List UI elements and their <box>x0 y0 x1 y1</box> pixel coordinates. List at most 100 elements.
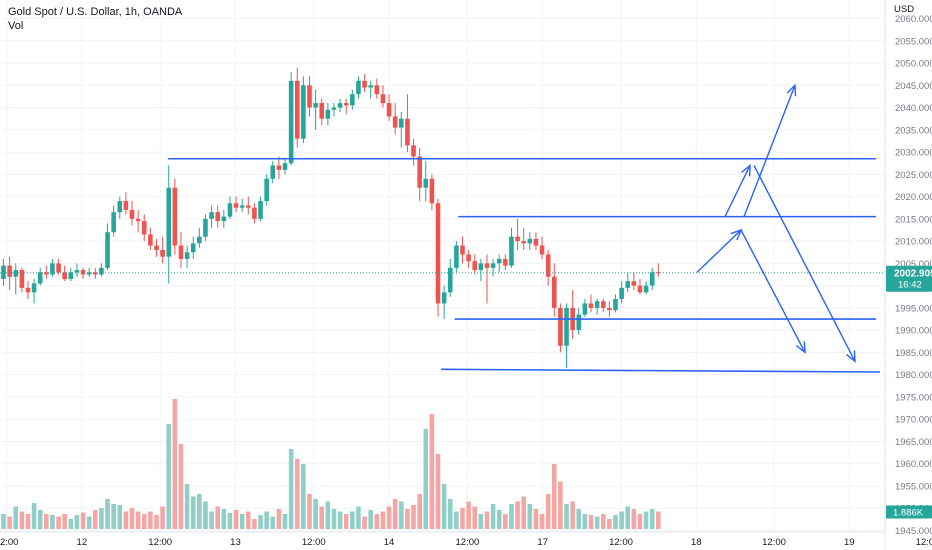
candle-body <box>25 287 31 293</box>
price-tick-label: 2015.000 <box>895 214 932 225</box>
volume-bar <box>166 424 172 529</box>
candle <box>203 214 208 242</box>
candle <box>294 67 300 148</box>
candle <box>411 138 416 166</box>
time-tick-label: 17 <box>537 537 548 548</box>
candle-body <box>515 236 520 242</box>
time-axis[interactable]: 12:00 12 12:00 13 12:00 14 12:00 17 12:00 18 12:00… <box>0 531 932 550</box>
price-tick-label: 1955.000 <box>895 481 932 492</box>
volume-bar <box>582 514 588 529</box>
candle <box>631 272 637 291</box>
candle <box>594 298 600 315</box>
volume-bar <box>460 508 465 529</box>
candle <box>441 285 447 320</box>
candle-body <box>423 178 429 188</box>
candle <box>570 290 575 340</box>
volume-bar <box>209 511 214 529</box>
candle <box>160 236 165 264</box>
volume-bar <box>270 516 276 529</box>
candle-body <box>411 145 416 157</box>
candle-body <box>527 238 533 244</box>
candle <box>478 258 484 282</box>
candle-body <box>399 118 404 128</box>
candle-body <box>184 252 190 259</box>
volume-bar <box>258 515 263 529</box>
candle <box>460 236 465 264</box>
time-tick-label: 14 <box>384 537 395 548</box>
candle-body <box>582 303 588 315</box>
candle-body <box>197 236 202 244</box>
time-tick-label: 12:00 <box>0 537 18 548</box>
volume-bar <box>545 494 551 529</box>
volume-bar <box>576 509 582 529</box>
candle-body <box>429 178 435 204</box>
grid <box>0 0 929 532</box>
candle-body <box>246 205 251 208</box>
candle <box>613 294 618 313</box>
candle-body <box>282 163 288 170</box>
candle <box>356 76 361 99</box>
price-axis[interactable]: USD1945.0001950.0001955.0001960.0001965.… <box>884 0 932 550</box>
candle-body <box>74 270 80 273</box>
price-tick-label: 1960.000 <box>895 459 932 470</box>
candle-body <box>447 267 453 293</box>
candle-body <box>62 272 67 279</box>
candle <box>362 74 367 92</box>
candle-body <box>417 156 422 188</box>
candle <box>166 165 172 284</box>
candle <box>374 78 380 99</box>
volume-bar <box>356 506 361 529</box>
candle <box>99 263 104 277</box>
candle-body <box>141 221 147 235</box>
candle <box>435 198 441 317</box>
volume-bar <box>405 509 410 529</box>
volume-bar <box>386 506 392 529</box>
candle <box>37 267 43 286</box>
candle <box>135 209 141 233</box>
volume-bar <box>227 513 233 529</box>
candle-body <box>392 116 398 128</box>
volume-bar <box>368 510 373 529</box>
candle-body <box>435 203 441 304</box>
drawings[interactable] <box>0 83 885 373</box>
candle-body <box>484 263 490 268</box>
price-tick-label: 2035.000 <box>895 125 932 136</box>
candle <box>656 263 661 277</box>
candle <box>337 98 343 112</box>
arrow-head <box>786 83 797 97</box>
candle-body <box>350 94 355 106</box>
volume-bar <box>380 511 386 529</box>
candle-body <box>270 165 276 179</box>
candle <box>270 160 276 184</box>
candle <box>521 227 526 251</box>
time-tick-label: 12:00 <box>762 537 786 548</box>
volume-bar <box>264 511 269 529</box>
candle <box>533 232 539 251</box>
time-tick-label: 13 <box>230 537 241 548</box>
candle-body <box>374 85 380 95</box>
volume-bar <box>484 511 490 529</box>
candle <box>56 258 61 275</box>
candle <box>141 214 147 242</box>
price-tick-label: 1945.000 <box>895 526 932 537</box>
candle-body <box>221 216 227 222</box>
candle-body <box>172 187 178 246</box>
volume-bar <box>552 464 557 529</box>
chart-title: Gold Spot / U.S. Dollar, 1h, OANDA <box>8 6 183 18</box>
arrow-head <box>795 341 806 354</box>
time-tick-label: 19 <box>844 537 855 548</box>
price-tick-label: 2045.000 <box>895 81 932 92</box>
candle <box>221 209 227 228</box>
volume-bar <box>350 511 355 529</box>
candle-body <box>190 243 196 253</box>
candle-body <box>454 245 459 268</box>
candle-body <box>86 272 92 275</box>
candle-body <box>129 209 135 219</box>
volume-indicator-label[interactable]: Vol <box>8 20 24 32</box>
candle-body <box>93 272 98 275</box>
volume-bar <box>13 506 19 529</box>
candle <box>111 205 116 237</box>
lower-support-line <box>441 368 881 373</box>
